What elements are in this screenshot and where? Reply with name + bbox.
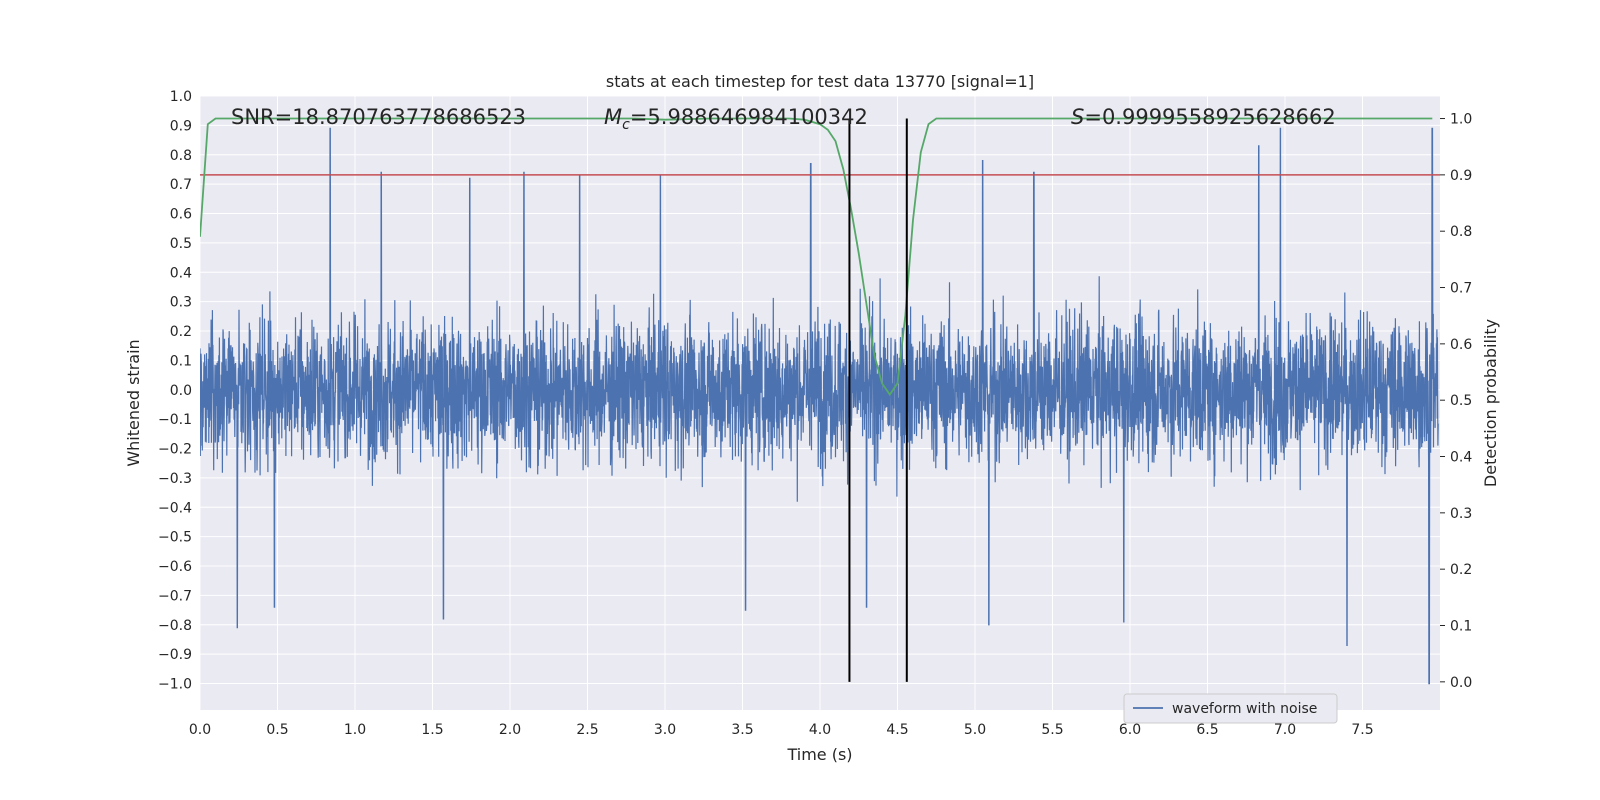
y-tick-label: 0.4 <box>170 265 192 281</box>
y-tick-label: −0.1 <box>158 412 192 428</box>
y-tick-label: 0.2 <box>170 324 192 340</box>
x-tick-label: 2.5 <box>576 722 598 738</box>
y-right-tick-label: 0.8 <box>1450 224 1472 240</box>
y-right-tick-label: 0.0 <box>1450 675 1472 691</box>
y-axis-right-label: Detection probability <box>1481 319 1500 487</box>
waveform-with-noise-series <box>200 127 1439 685</box>
y-tick-label: −0.5 <box>158 530 192 546</box>
y-tick-label: −0.7 <box>158 588 192 604</box>
legend-box <box>1123 693 1338 724</box>
y-axis-label: Whitened strain <box>124 339 143 466</box>
x-tick-label: 2.0 <box>499 722 521 738</box>
y-right-tick-label: 0.6 <box>1450 337 1472 353</box>
y-axis-right: 1.0 0.9 0.8 0.7 0.6 0.5 0.4 0.3 0.2 0.1 0.0 <box>1440 112 1472 691</box>
x-tick-label: 5.0 <box>964 722 986 738</box>
x-tick-label: 6.0 <box>1119 722 1141 738</box>
chirp-mass-annotation: Mc=5.988646984100342 <box>604 105 868 133</box>
y-tick-label: 0.5 <box>170 236 192 252</box>
x-tick-label: 7.5 <box>1351 722 1373 738</box>
y-tick-label: −0.8 <box>158 618 192 634</box>
y-tick-label: −0.3 <box>158 471 192 487</box>
y-right-tick-label: 0.3 <box>1450 506 1472 522</box>
x-tick-label: 6.5 <box>1196 722 1218 738</box>
y-tick-label: −1.0 <box>158 677 192 693</box>
y-tick-label: 0.9 <box>170 118 192 134</box>
y-tick-label: 1.0 <box>170 89 192 105</box>
y-right-tick-label: 0.1 <box>1450 619 1472 635</box>
legend-label-waveform: waveform with noise <box>1172 701 1317 717</box>
y-axis-left: 1.0 0.9 0.8 0.7 0.6 0.5 0.4 0.3 0.2 0.1 0.0 −0.1 −0.… <box>158 89 192 693</box>
y-right-tick-label: 0.7 <box>1450 281 1472 297</box>
y-right-tick-label: 0.4 <box>1450 450 1472 466</box>
legend: waveform with noise <box>1123 693 1338 724</box>
x-tick-label: 4.0 <box>809 722 831 738</box>
y-tick-label: 0.3 <box>170 295 192 311</box>
x-tick-label: 3.0 <box>654 722 676 738</box>
x-tick-label: 4.5 <box>886 722 908 738</box>
y-right-tick-label: 0.2 <box>1450 562 1472 578</box>
x-tick-label: 7.0 <box>1274 722 1296 738</box>
y-tick-label: −0.6 <box>158 559 192 575</box>
y-right-tick-label: 0.5 <box>1450 393 1472 409</box>
x-tick-label: 3.5 <box>731 722 753 738</box>
chart-title: stats at each timestep for test data 137… <box>606 72 1034 91</box>
y-tick-label: −0.9 <box>158 647 192 663</box>
x-tick-label: 1.5 <box>421 722 443 738</box>
y-right-tick-label: 1.0 <box>1450 112 1472 128</box>
x-tick-label: 0.0 <box>189 722 211 738</box>
y-tick-label: 0.6 <box>170 207 192 223</box>
y-tick-label: 0.7 <box>170 177 192 193</box>
s-annotation: S=0.9999558925628662 <box>1071 105 1336 129</box>
detection-probability-series <box>200 117 1433 397</box>
y-tick-label: 0.0 <box>170 383 192 399</box>
x-tick-label: 5.5 <box>1041 722 1063 738</box>
x-axis-label: Time (s) <box>786 745 852 764</box>
x-axis: 0.0 0.5 1.0 1.5 2.0 2.5 3.0 3.5 4.0 4.5 5.0 5.5 6.0 6… <box>189 722 1374 738</box>
y-tick-label: 0.8 <box>170 148 192 164</box>
y-tick-label: −0.4 <box>158 500 192 516</box>
snr-annotation: SNR=18.870763778686523 <box>231 105 526 129</box>
y-tick-label: 0.1 <box>170 353 192 369</box>
x-tick-label: 0.5 <box>266 722 288 738</box>
y-tick-label: −0.2 <box>158 442 192 458</box>
x-tick-label: 1.0 <box>344 722 366 738</box>
y-right-tick-label: 0.9 <box>1450 168 1472 184</box>
